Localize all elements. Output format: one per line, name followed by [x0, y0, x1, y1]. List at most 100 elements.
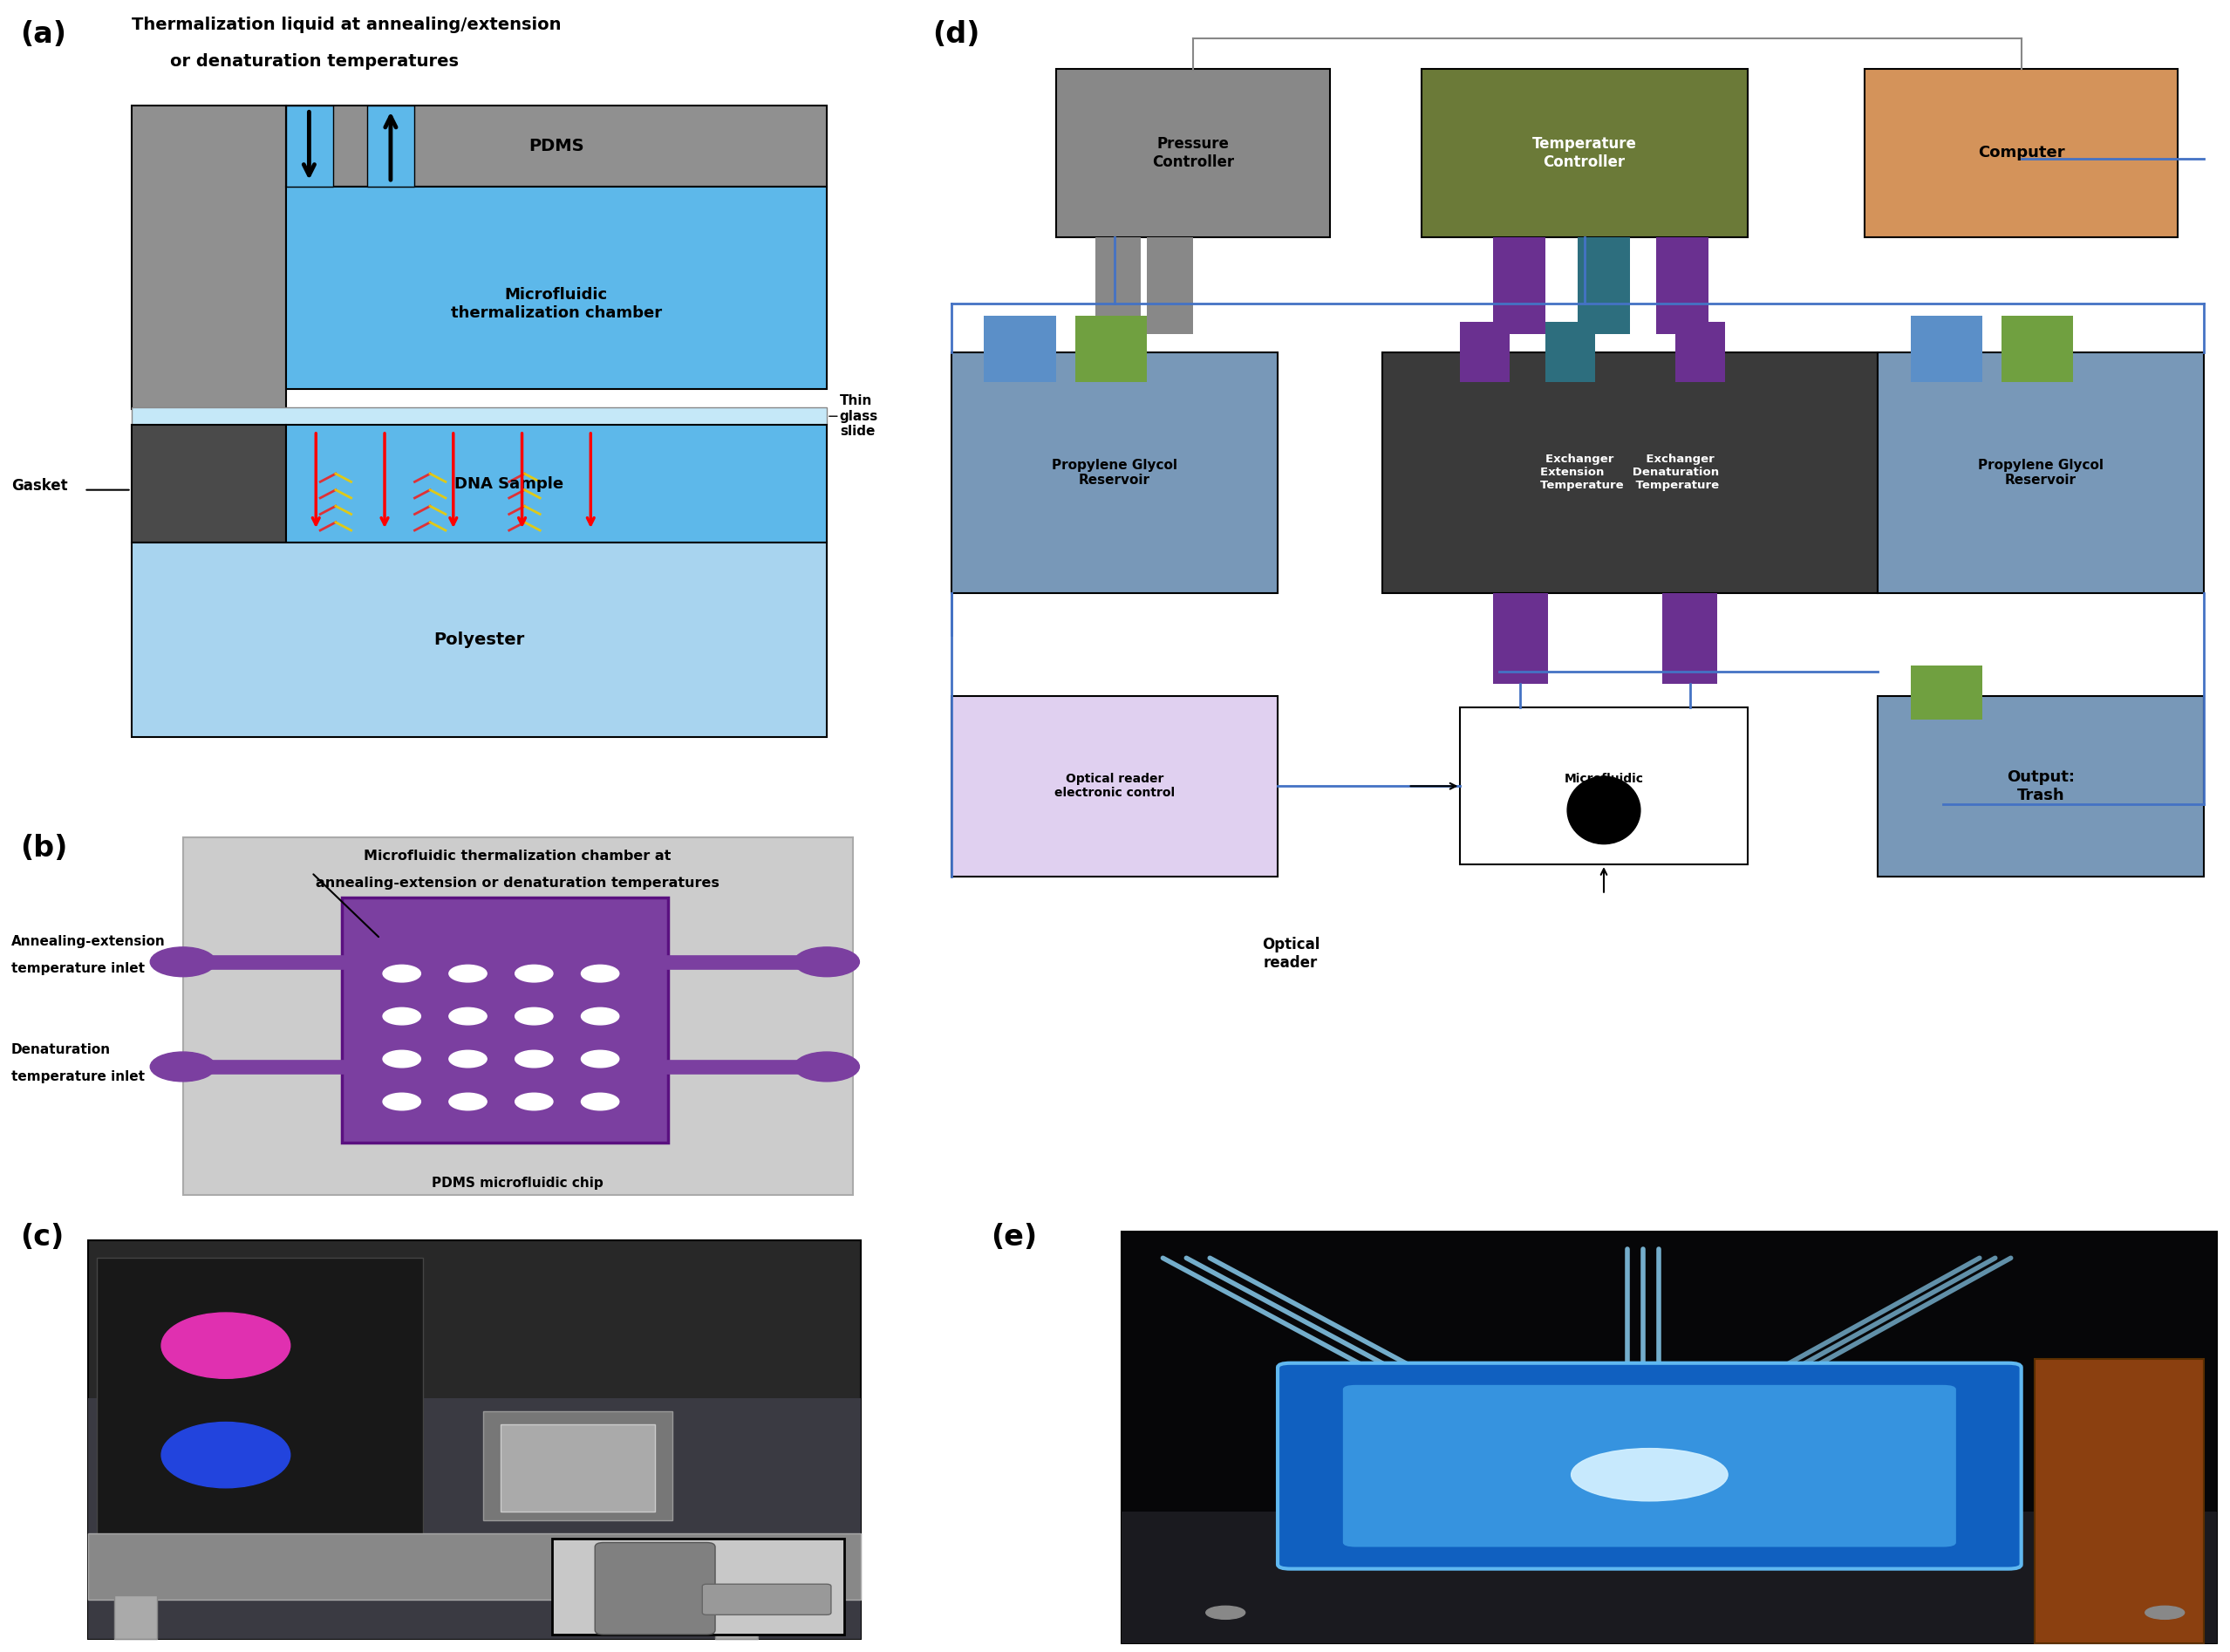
FancyBboxPatch shape — [132, 542, 827, 737]
Circle shape — [149, 1052, 216, 1082]
FancyBboxPatch shape — [500, 1424, 656, 1512]
FancyBboxPatch shape — [132, 106, 285, 410]
FancyBboxPatch shape — [1421, 68, 1748, 238]
Text: Gasket: Gasket — [11, 477, 67, 494]
Circle shape — [582, 965, 620, 981]
Text: Propylene Glycol
Reservoir: Propylene Glycol Reservoir — [1053, 458, 1177, 487]
FancyBboxPatch shape — [1579, 238, 1630, 334]
FancyBboxPatch shape — [89, 1533, 861, 1599]
FancyBboxPatch shape — [114, 1596, 156, 1639]
FancyBboxPatch shape — [1075, 316, 1146, 382]
FancyBboxPatch shape — [368, 106, 415, 187]
Text: temperature inlet: temperature inlet — [11, 1070, 145, 1084]
FancyBboxPatch shape — [98, 1259, 424, 1543]
FancyBboxPatch shape — [1461, 707, 1748, 864]
Text: Optical reader
electronic control: Optical reader electronic control — [1055, 773, 1175, 800]
Text: PDMS microfluidic chip: PDMS microfluidic chip — [433, 1176, 604, 1189]
Text: Optical
reader: Optical reader — [1262, 937, 1320, 971]
Text: Thin
glass
slide: Thin glass slide — [841, 395, 879, 438]
FancyBboxPatch shape — [1664, 593, 1717, 684]
Text: PDMS: PDMS — [529, 137, 584, 154]
Text: Microfluidic
thermalization chamber: Microfluidic thermalization chamber — [450, 287, 662, 320]
Text: Propylene Glycol
Reservoir: Propylene Glycol Reservoir — [1978, 458, 2103, 487]
FancyBboxPatch shape — [341, 897, 669, 1143]
Text: (e): (e) — [990, 1222, 1037, 1252]
Text: (c): (c) — [20, 1222, 65, 1252]
FancyBboxPatch shape — [2003, 316, 2074, 382]
Circle shape — [448, 1051, 486, 1067]
Circle shape — [149, 947, 216, 976]
FancyBboxPatch shape — [1911, 316, 1982, 382]
Circle shape — [448, 1094, 486, 1110]
FancyBboxPatch shape — [1122, 1232, 2217, 1644]
Circle shape — [384, 1008, 421, 1024]
FancyBboxPatch shape — [1383, 352, 1878, 593]
FancyBboxPatch shape — [285, 106, 827, 187]
FancyBboxPatch shape — [1878, 352, 2203, 593]
Circle shape — [384, 965, 421, 981]
FancyBboxPatch shape — [553, 1538, 843, 1634]
FancyBboxPatch shape — [285, 106, 332, 187]
FancyBboxPatch shape — [132, 408, 827, 425]
Text: Microfluidic
Chip: Microfluidic Chip — [1563, 773, 1644, 800]
Text: or denaturation temperatures: or denaturation temperatures — [169, 53, 459, 69]
FancyBboxPatch shape — [1675, 322, 1726, 382]
Text: temperature inlet: temperature inlet — [11, 961, 145, 975]
Circle shape — [1572, 1449, 1728, 1502]
FancyBboxPatch shape — [983, 316, 1055, 382]
Circle shape — [161, 1422, 290, 1488]
Circle shape — [161, 1313, 290, 1378]
FancyBboxPatch shape — [2034, 1358, 2203, 1644]
FancyBboxPatch shape — [1055, 68, 1329, 238]
Text: Thermalization liquid at annealing/extension: Thermalization liquid at annealing/exten… — [132, 17, 562, 33]
FancyBboxPatch shape — [1342, 1384, 1956, 1546]
FancyBboxPatch shape — [1545, 322, 1594, 382]
Text: Annealing-extension: Annealing-extension — [11, 935, 165, 948]
Text: DNA Sample: DNA Sample — [455, 476, 564, 492]
Text: (d): (d) — [932, 20, 979, 50]
Circle shape — [515, 1094, 553, 1110]
Circle shape — [582, 1094, 620, 1110]
FancyBboxPatch shape — [952, 352, 1278, 593]
FancyBboxPatch shape — [132, 425, 285, 542]
FancyBboxPatch shape — [1095, 238, 1142, 334]
FancyBboxPatch shape — [716, 1596, 758, 1639]
Circle shape — [582, 1051, 620, 1067]
Text: Computer: Computer — [1978, 145, 2065, 160]
Circle shape — [515, 965, 553, 981]
Text: Exchanger        Exchanger
Extension       Denaturation
Temperature   Temperatur: Exchanger Exchanger Extension Denaturati… — [1541, 454, 1719, 491]
FancyBboxPatch shape — [1278, 1363, 2020, 1569]
Text: Microfluidic thermalization chamber at: Microfluidic thermalization chamber at — [363, 849, 671, 862]
FancyBboxPatch shape — [89, 1398, 861, 1639]
Circle shape — [794, 947, 859, 976]
Circle shape — [582, 1008, 620, 1024]
FancyBboxPatch shape — [702, 1584, 832, 1614]
Text: Pressure
Controller: Pressure Controller — [1153, 135, 1233, 170]
FancyBboxPatch shape — [952, 695, 1278, 877]
FancyBboxPatch shape — [1878, 695, 2203, 877]
FancyBboxPatch shape — [285, 425, 827, 542]
Circle shape — [2145, 1606, 2185, 1619]
FancyBboxPatch shape — [89, 1241, 861, 1639]
FancyBboxPatch shape — [1461, 322, 1510, 382]
Circle shape — [1206, 1606, 1244, 1619]
FancyBboxPatch shape — [1657, 238, 1708, 334]
FancyBboxPatch shape — [484, 1411, 671, 1520]
FancyBboxPatch shape — [1492, 593, 1548, 684]
FancyBboxPatch shape — [1122, 1512, 2217, 1644]
FancyBboxPatch shape — [1911, 666, 1982, 720]
Circle shape — [1568, 776, 1641, 844]
FancyBboxPatch shape — [183, 838, 852, 1194]
Text: annealing-extension or denaturation temperatures: annealing-extension or denaturation temp… — [317, 877, 720, 889]
Circle shape — [384, 1094, 421, 1110]
Circle shape — [794, 1052, 859, 1082]
Text: (a): (a) — [20, 20, 67, 50]
Text: (b): (b) — [20, 834, 67, 862]
FancyBboxPatch shape — [285, 187, 827, 388]
Circle shape — [384, 1051, 421, 1067]
Circle shape — [448, 965, 486, 981]
Text: Output:
Trash: Output: Trash — [2007, 770, 2074, 803]
FancyBboxPatch shape — [1492, 238, 1545, 334]
Text: Polyester: Polyester — [433, 631, 524, 648]
FancyBboxPatch shape — [1864, 68, 2179, 238]
